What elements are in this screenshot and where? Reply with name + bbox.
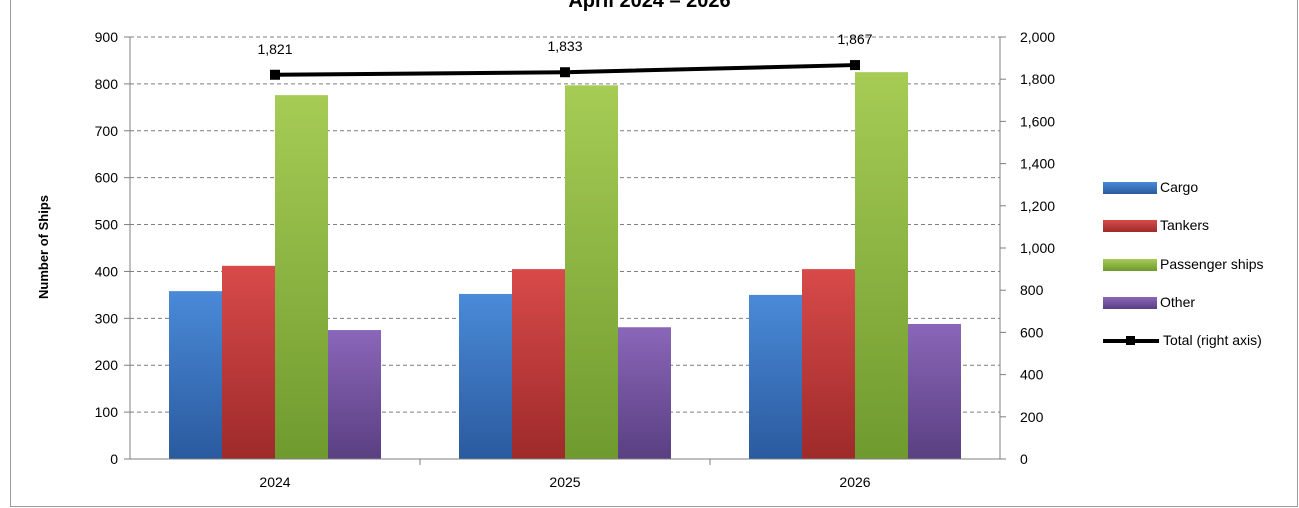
y-tick-label: 100 [95,404,119,420]
y2-tick-label: 1,200 [1020,198,1055,214]
total-marker-2024 [270,69,280,80]
bar-cargo-2026 [749,294,802,459]
y2-tick-label: 1,600 [1020,113,1055,129]
legend-label-passenger-ships: Passenger ships [1160,256,1264,272]
bar-tankers-2025 [512,269,565,459]
bar-passenger-ships-2025 [565,85,618,459]
bar-other-2026 [908,323,961,459]
legend-label-tankers: Tankers [1160,217,1210,233]
x-tick-label: 2026 [839,474,870,490]
y2-tick-label: 800 [1020,282,1044,298]
total-marker-2026 [850,60,860,71]
chart-title: April 2024 – 2026 [568,0,731,12]
bar-cargo-2025 [459,293,512,459]
legend-swatch-tankers [1103,220,1157,232]
x-tick-label: 2024 [259,474,290,490]
y-tick-label: 800 [95,76,119,92]
y-tick-label: 0 [110,451,118,467]
bar-other-2024 [328,330,381,459]
y2-tick-label: 2,000 [1020,29,1055,45]
legend-marker-total [1126,336,1135,345]
y2-tick-label: 1,400 [1020,156,1055,172]
legend-label-total: Total (right axis) [1163,332,1262,348]
y-axis-label: Number of Ships [36,195,51,299]
y2-tick-label: 0 [1020,451,1028,467]
bar-other-2025 [618,327,671,459]
chart-frame [10,0,1298,507]
legend-label-other: Other [1160,294,1196,310]
y-tick-label: 700 [95,123,119,139]
legend-swatch-other [1103,297,1157,309]
total-data-label-2024: 1,821 [257,41,292,57]
total-marker-2025 [560,67,570,78]
x-tick-label: 2025 [549,474,580,490]
total-data-label-2026: 1,867 [837,31,872,47]
bar-passenger-ships-2026 [855,72,908,460]
bar-tankers-2026 [802,269,855,459]
bar-tankers-2024 [222,265,275,459]
legend-swatch-passenger-ships [1103,259,1157,271]
y-tick-label: 200 [95,357,119,373]
legend-label-cargo: Cargo [1160,179,1199,195]
total-data-label-2025: 1,833 [547,38,582,54]
y-tick-label: 300 [95,310,119,326]
y-tick-label: 500 [95,217,119,233]
y2-tick-label: 200 [1020,409,1044,425]
bar-passenger-ships-2024 [275,95,328,460]
y2-tick-label: 1,000 [1020,240,1055,256]
y-tick-label: 400 [95,263,119,279]
bar-cargo-2024 [169,291,222,459]
y-tick-label: 900 [95,29,119,45]
y2-tick-label: 1,800 [1020,71,1055,87]
y-tick-label: 600 [95,170,119,186]
y2-tick-label: 600 [1020,324,1044,340]
y2-tick-label: 400 [1020,367,1044,383]
legend-swatch-cargo [1103,182,1157,194]
